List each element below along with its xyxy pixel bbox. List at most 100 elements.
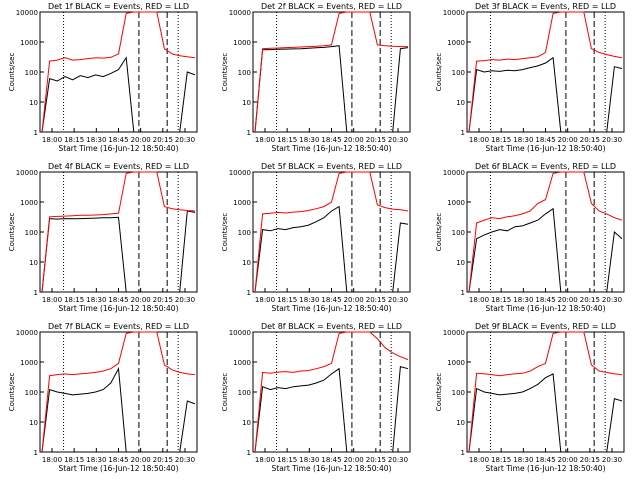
y-tick-label: 100 [238,389,251,397]
y-tick-label: 100 [452,229,465,237]
x-tick-label: 18:30 [513,296,533,304]
y-axis-label: Counts/sec [435,373,443,412]
y-tick-label: 10 [456,99,465,107]
y-tick-label: 10 [456,259,465,267]
y-tick-label: 10 [242,259,251,267]
x-tick-label: 18:15 [64,296,84,304]
x-axis-label: Start Time (16-Jun-12 18:50:40) [59,464,179,473]
y-tick-label: 100 [238,69,251,77]
y-tick-label: 1000 [20,359,38,367]
x-axis-label: Start Time (16-Jun-12 18:50:40) [272,304,392,313]
panel-6: Det 6f BLACK = Events, RED = LLD 1 10 100 10… [435,162,625,313]
y-axis-label: Counts/sec [435,53,443,92]
y-tick-label: 10000 [229,169,251,177]
y-tick-label: 1 [461,449,465,457]
x-tick-label: 18:30 [513,136,533,144]
x-tick-label: 18:15 [64,456,84,464]
y-tick-label: 1000 [447,199,465,207]
x-tick-label: 20:15 [366,136,386,144]
chart-title: Det 3f BLACK = Events, RED = LLD [475,2,616,11]
x-tick-label: 18:00 [469,136,489,144]
panel-7: Det 7f BLACK = Events, RED = LLD 1 10 100 10… [8,322,198,473]
x-tick-label: 18:45 [535,296,555,304]
x-tick-label: 20:15 [366,296,386,304]
y-tick-label: 100 [25,229,38,237]
x-tick-label: 18:30 [299,136,319,144]
x-tick-label: 18:00 [42,136,62,144]
y-tick-label: 1 [247,449,251,457]
x-tick-label: 20:30 [388,136,408,144]
lld-series-line [254,331,409,453]
chart-title: Det 5f BLACK = Events, RED = LLD [261,162,402,171]
events-series-line [254,365,409,453]
x-axis-label: Start Time (16-Jun-12 18:50:40) [486,144,606,153]
x-tick-label: 18:45 [108,456,128,464]
y-tick-label: 1 [34,289,38,297]
x-tick-label: 18:30 [299,296,319,304]
y-tick-label: 100 [238,229,251,237]
y-axis-label: Counts/sec [8,53,16,92]
x-tick-label: 20:15 [580,296,600,304]
events-series-line [468,56,623,133]
x-axis-label: Start Time (16-Jun-12 18:50:40) [486,464,606,473]
y-tick-label: 100 [452,69,465,77]
y-tick-label: 10000 [443,169,465,177]
chart-title: Det 1f BLACK = Events, RED = LLD [48,2,189,11]
x-axis-label: Start Time (16-Jun-12 18:50:40) [59,144,179,153]
y-tick-label: 100 [25,389,38,397]
x-tick-label: 20:15 [153,456,173,464]
y-tick-label: 10000 [229,329,251,337]
x-tick-label: 20:30 [175,136,195,144]
panel-2: Det 2f BLACK = Events, RED = LLD 1 10 100 10… [221,2,411,153]
x-tick-label: 18:30 [86,296,106,304]
x-tick-label: 18:00 [42,296,62,304]
y-tick-label: 1000 [233,39,251,47]
panel-5: Det 5f BLACK = Events, RED = LLD 1 10 100 10… [221,162,411,313]
events-series-line [41,56,196,133]
x-tick-label: 18:45 [321,136,341,144]
x-tick-label: 18:30 [86,136,106,144]
x-tick-label: 20:00 [558,296,578,304]
y-tick-label: 10000 [16,9,38,17]
x-tick-label: 20:00 [344,456,364,464]
chart-title: Det 9f BLACK = Events, RED = LLD [475,322,616,331]
x-tick-label: 20:30 [175,456,195,464]
x-tick-label: 20:00 [131,456,151,464]
x-tick-label: 20:30 [602,456,622,464]
panel-8: Det 8f BLACK = Events, RED = LLD 1 10 100 10… [221,322,411,473]
x-tick-label: 18:45 [108,296,128,304]
x-tick-label: 20:15 [153,136,173,144]
y-tick-label: 10 [29,259,38,267]
x-tick-label: 18:30 [299,456,319,464]
lld-series-line [468,171,623,293]
y-tick-label: 10000 [443,329,465,337]
y-tick-label: 100 [452,389,465,397]
x-tick-label: 20:00 [131,296,151,304]
y-tick-label: 10 [29,99,38,107]
x-tick-label: 18:15 [491,136,511,144]
x-tick-label: 20:00 [344,136,364,144]
x-tick-label: 18:15 [277,296,297,304]
x-tick-label: 18:15 [277,456,297,464]
y-axis-label: Counts/sec [221,373,229,412]
y-tick-label: 1000 [447,39,465,47]
events-series-line [468,373,623,453]
x-tick-label: 18:30 [513,456,533,464]
lld-series-line [468,11,623,133]
y-tick-label: 1000 [20,39,38,47]
events-series-line [41,367,196,453]
y-tick-label: 10000 [16,169,38,177]
chart-title: Det 7f BLACK = Events, RED = LLD [48,322,189,331]
x-tick-label: 20:15 [580,136,600,144]
lld-series-line [254,11,408,133]
chart-title: Det 6f BLACK = Events, RED = LLD [475,162,616,171]
y-axis-label: Counts/sec [435,213,443,252]
x-tick-label: 20:30 [388,296,408,304]
x-tick-label: 18:00 [469,456,489,464]
x-tick-label: 18:45 [535,456,555,464]
x-tick-label: 20:30 [602,136,622,144]
chart-title: Det 8f BLACK = Events, RED = LLD [261,322,402,331]
panel-9: Det 9f BLACK = Events, RED = LLD 1 10 100 10… [435,322,625,473]
y-axis-label: Counts/sec [8,213,16,252]
